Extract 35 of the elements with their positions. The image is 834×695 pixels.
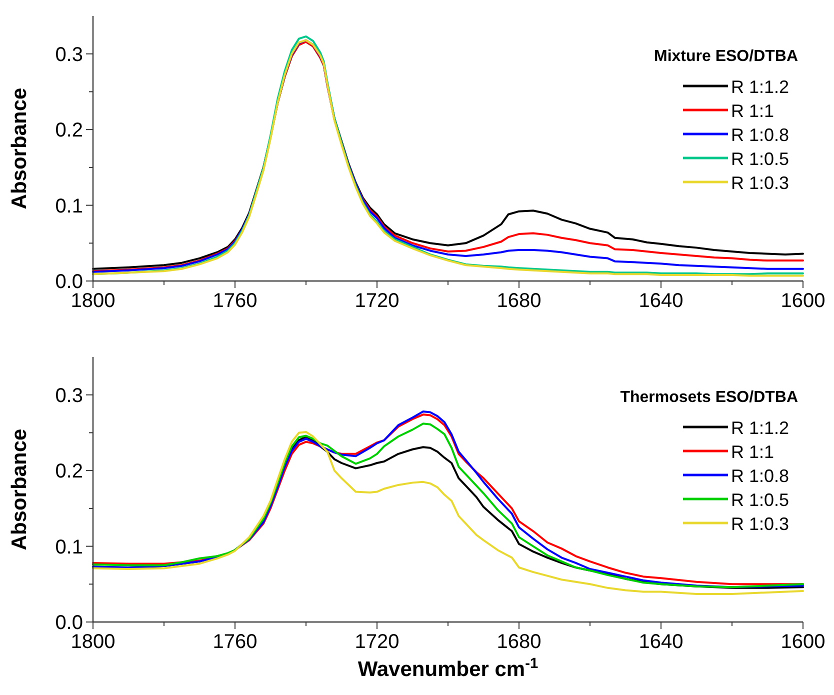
x-tick-label: 1760 xyxy=(212,631,258,653)
x-tick-label: 1800 xyxy=(70,290,116,312)
y-tick-label: 0.3 xyxy=(55,44,83,66)
x-tick-label: 1800 xyxy=(70,631,116,653)
y-tick-label: 0.1 xyxy=(55,195,83,218)
y-tick-label: 0.0 xyxy=(55,612,83,634)
x-tick-label: 1600 xyxy=(780,631,826,653)
x-tick-label: 1720 xyxy=(354,631,400,653)
legend-label: R 1:0.5 xyxy=(731,149,790,169)
legend-label: R 1:0.8 xyxy=(731,125,790,145)
y-tick-label: 0.2 xyxy=(55,120,83,142)
legend-label: R 1:0.3 xyxy=(731,173,790,193)
x-tick-label: 1760 xyxy=(212,290,258,312)
x-tick-label: 1640 xyxy=(638,290,684,312)
y-tick-label: 0.0 xyxy=(55,271,83,293)
legend-title: Mixture ESO/DTBA xyxy=(654,48,798,65)
legend-label: R 1:1 xyxy=(731,442,774,462)
legend-label: R 1:1.2 xyxy=(731,418,790,438)
x-tick-label: 1600 xyxy=(780,290,826,312)
legend-label: R 1:0.8 xyxy=(731,466,790,486)
y-tick-label: 0.1 xyxy=(55,536,83,558)
legend-label: R 1:1 xyxy=(731,101,774,121)
x-tick-label: 1680 xyxy=(496,290,542,312)
x-tick-label: 1720 xyxy=(354,290,400,312)
x-tick-label: 1680 xyxy=(496,631,542,653)
legend-label: R 1:1.2 xyxy=(731,77,790,97)
x-tick-label: 1640 xyxy=(638,631,684,653)
y-axis-title: Absorbance xyxy=(8,428,31,550)
y-tick-label: 0.3 xyxy=(55,384,83,407)
x-axis-title: Wavenumber cm$^{-1}$ xyxy=(358,656,538,681)
y-axis-title: Absorbance xyxy=(8,88,31,210)
legend-label: R 1:0.5 xyxy=(731,490,790,510)
legend-title: Thermosets ESO/DTBA xyxy=(620,389,798,406)
y-tick-label: 0.2 xyxy=(55,460,83,483)
legend-label: R 1:0.3 xyxy=(731,514,790,534)
